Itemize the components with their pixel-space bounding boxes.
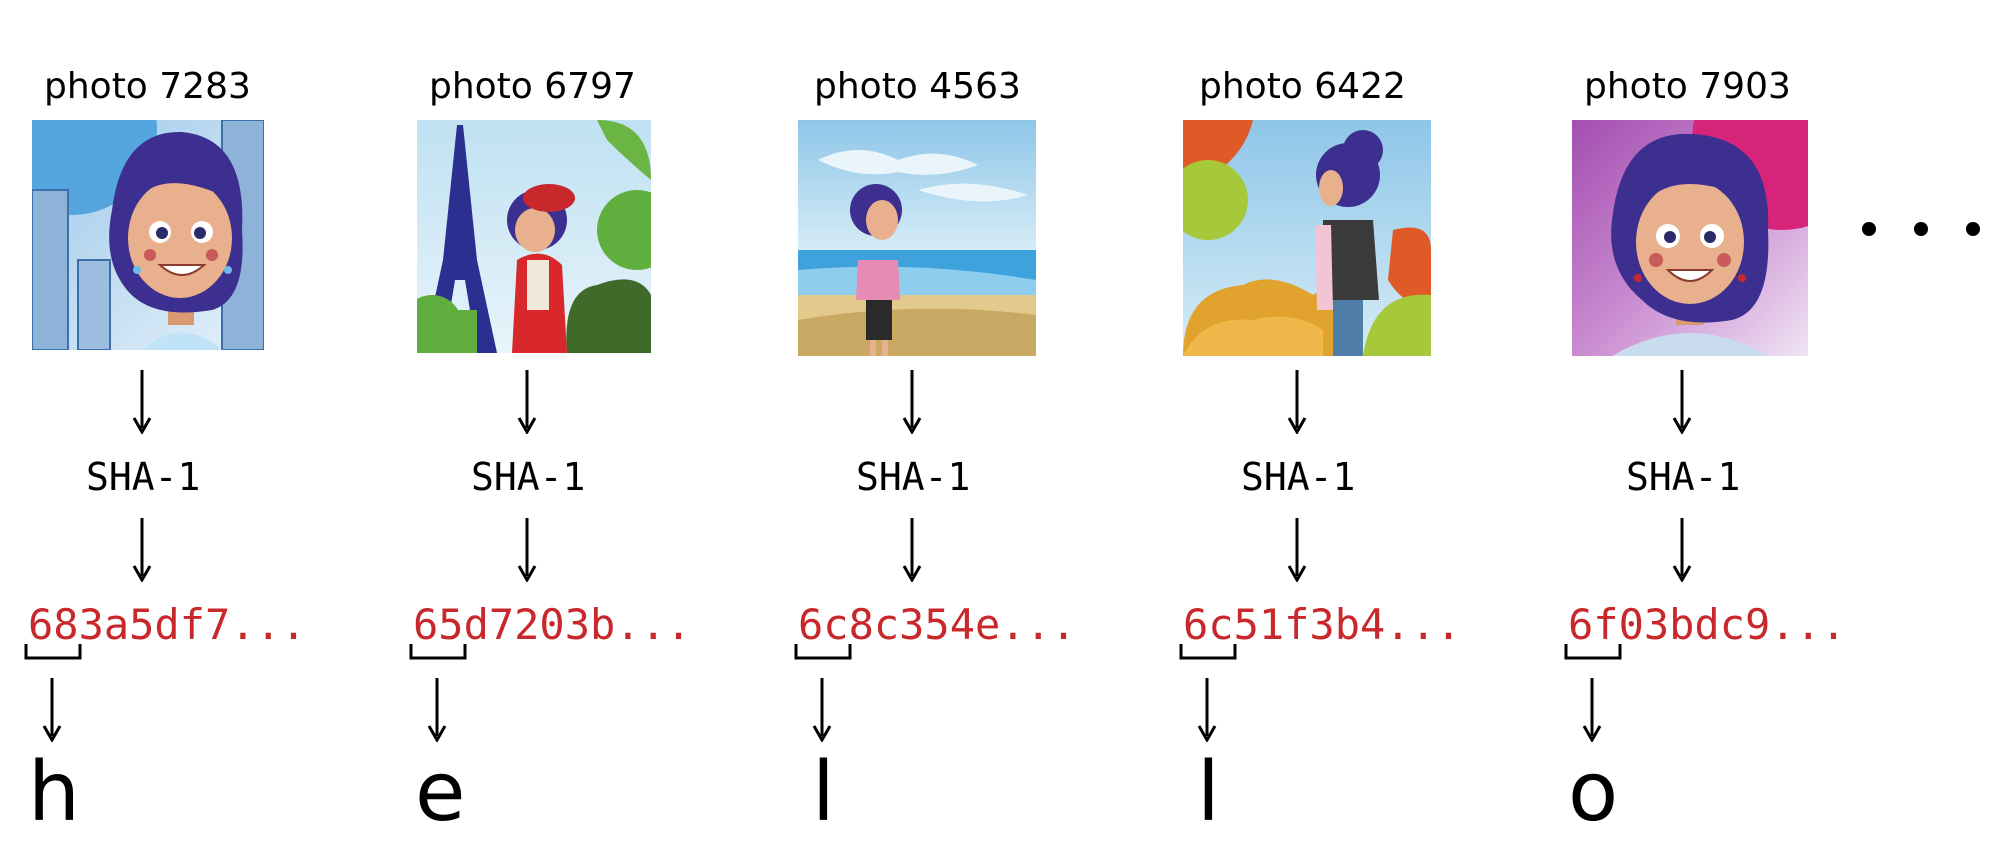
arrow-down-icon — [1672, 370, 1692, 434]
dot-icon — [1862, 222, 1876, 236]
arrow-down-icon — [1287, 518, 1307, 582]
photo-beach-girl — [798, 120, 1036, 356]
arrow-down-icon — [1582, 678, 1602, 742]
photo-title: photo 7903 — [1584, 66, 1791, 107]
first-byte-bracket-icon — [1179, 644, 1239, 667]
hash-value: 6c51f3b4... — [1183, 600, 1462, 649]
arrow-down-icon — [902, 518, 922, 582]
photo-portrait-purple — [1572, 120, 1808, 356]
photo-title: photo 4563 — [814, 66, 1021, 107]
pipeline-column-2: photo 6797 SHA-1 65d7203b... — [409, 0, 733, 857]
first-byte-bracket-icon — [24, 644, 84, 667]
beach-girl-icon — [798, 120, 1036, 356]
decoded-letter: e — [415, 745, 466, 840]
first-byte-bracket-icon — [409, 644, 469, 667]
photo-portrait-city — [32, 120, 264, 350]
photo-eiffel-tower-girl — [417, 120, 651, 353]
hash-value: 65d7203b... — [413, 600, 692, 649]
arrow-down-icon — [517, 370, 537, 434]
hash-function-label: SHA-1 — [86, 455, 201, 499]
hash-function-label: SHA-1 — [471, 455, 586, 499]
autumn-girl-icon — [1183, 120, 1431, 356]
photo-title: photo 6797 — [429, 66, 636, 107]
arrow-down-icon — [517, 518, 537, 582]
pipeline-column-5: photo 7903 SHA-1 6f03bdc9... — [1564, 0, 1888, 857]
arrow-down-icon — [812, 678, 832, 742]
arrow-down-icon — [1287, 370, 1307, 434]
photo-title: photo 6422 — [1199, 66, 1406, 107]
arrow-down-icon — [132, 370, 152, 434]
dot-icon — [1914, 222, 1928, 236]
hash-value: 683a5df7... — [28, 600, 307, 649]
photo-autumn-girl — [1183, 120, 1431, 356]
photo-title: photo 7283 — [44, 66, 251, 107]
hash-value: 6f03bdc9... — [1568, 600, 1847, 649]
hash-value: 6c8c354e... — [798, 600, 1077, 649]
hash-function-label: SHA-1 — [1626, 455, 1741, 499]
pipeline-column-4: photo 6422 SHA-1 6c51f3b — [1179, 0, 1503, 857]
dot-icon — [1966, 222, 1980, 236]
eiffel-tower-girl-icon — [417, 120, 651, 353]
first-byte-bracket-icon — [1564, 644, 1624, 667]
portrait-purple-icon — [1572, 120, 1808, 356]
portrait-city-icon — [32, 120, 264, 350]
pipeline-column-1: photo 7283 SHA-1 — [24, 0, 348, 857]
arrow-down-icon — [42, 678, 62, 742]
decoded-letter: l — [1197, 745, 1220, 840]
first-byte-bracket-icon — [794, 644, 854, 667]
hash-function-label: SHA-1 — [856, 455, 971, 499]
arrow-down-icon — [1197, 678, 1217, 742]
decoded-letter: o — [1568, 745, 1619, 840]
decoded-letter: l — [812, 745, 835, 840]
hash-function-label: SHA-1 — [1241, 455, 1356, 499]
arrow-down-icon — [132, 518, 152, 582]
decoded-letter: h — [28, 745, 80, 840]
arrow-down-icon — [1672, 518, 1692, 582]
pipeline-column-3: photo 4563 SHA-1 6c8c354e... — [794, 0, 1118, 857]
continuation-ellipsis-icon — [1862, 222, 1992, 242]
arrow-down-icon — [427, 678, 447, 742]
arrow-down-icon — [902, 370, 922, 434]
